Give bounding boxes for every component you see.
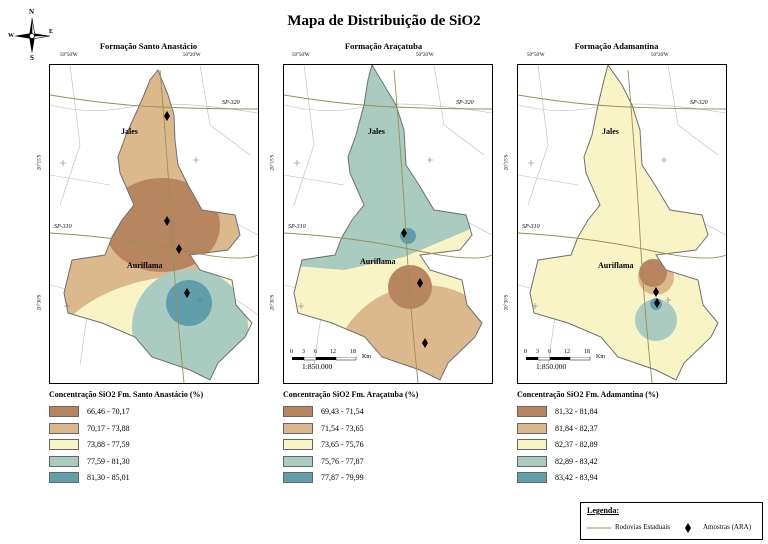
legend-title-adamantina: Concentração SiO2 Fm. Adamantina (%)	[517, 390, 659, 399]
coord-label: 20°30'S	[270, 294, 276, 311]
map-title: Mapa de Distribuição de SiO2	[287, 13, 481, 29]
legend-item: 77,87 - 79,99	[283, 471, 364, 484]
city-label-auriflama: Auriflama	[127, 261, 163, 270]
road-label-sp320: SP-320	[690, 100, 708, 106]
legend-item: 70,17 - 73,88	[49, 422, 130, 435]
legend-item: 73,88 - 77,59	[49, 438, 130, 451]
legend-item: 82,89 - 83,42	[517, 455, 598, 468]
compass-e: E	[49, 29, 54, 35]
map-panel-santo-anastacio: Jales Auriflama SP-320 SP-310	[49, 64, 259, 384]
scale-bar: 0 3 6 12 18 Km 1:850.000	[524, 349, 605, 371]
coord-label: 50°50'W	[527, 53, 545, 58]
compass-icon	[14, 17, 51, 54]
legend-sample-label: Amostras (ARA)	[703, 523, 752, 531]
compass-w: W	[8, 33, 14, 39]
city-label-auriflama: Auriflama	[598, 261, 634, 270]
legend-item: 71,54 - 73,65	[283, 422, 364, 435]
coord-label: 20°30'S	[504, 294, 510, 311]
city-label-jales: Jales	[368, 127, 385, 136]
legend-item: 83,42 - 83,94	[517, 471, 598, 484]
coord-label: 20°15'S	[504, 154, 510, 171]
legend-santo-anastacio: 66,46 - 70,17 70,17 - 73,88 73,88 - 77,5…	[49, 405, 130, 484]
coord-label: 50°50'W	[292, 53, 310, 58]
main-legend: Legenda: Rodovias Estaduais Amostras (AR…	[580, 502, 763, 540]
coord-label: 20°30'S	[37, 294, 43, 311]
scale-ratio: 1:850.000	[302, 362, 333, 371]
map-panel-adamantina: Jales Auriflama SP-320 SP-310 0 3 6 12 1…	[517, 64, 727, 384]
main-legend-title: Legenda:	[587, 506, 619, 515]
road-label-sp310: SP-310	[522, 224, 540, 230]
legend-item: 81,84 - 82,37	[517, 422, 598, 435]
scale-bar: 0 3 6 12 18 Km 1:850.000	[290, 349, 371, 371]
legend-item: 75,76 - 77,87	[283, 455, 364, 468]
panel-title-adamantina: Formação Adamantina	[574, 41, 659, 51]
compass-n: N	[29, 8, 35, 16]
road-label-sp320: SP-320	[456, 100, 474, 106]
legend-item: 81,32 - 81,84	[517, 405, 598, 418]
legend-item: 73,65 - 75,76	[283, 438, 364, 451]
sample-diamond-icon	[685, 523, 691, 533]
coord-label: 20°15'S	[37, 154, 43, 171]
legend-item: 82,37 - 82,89	[517, 438, 598, 451]
road-label-sp310: SP-310	[54, 224, 72, 230]
city-label-auriflama: Auriflama	[360, 257, 396, 266]
coord-label: 50°20'W	[651, 53, 669, 58]
legend-title-santo-anastacio: Concentração SiO2 Fm. Santo Anastácio (%…	[49, 390, 204, 399]
compass-rose: N S E W	[8, 8, 56, 62]
legend-item: 81,30 - 85,01	[49, 471, 130, 484]
legend-item: 66,46 - 70,17	[49, 405, 130, 418]
legend-aracatuba: 69,43 - 71,54 71,54 - 73,65 73,65 - 75,7…	[283, 405, 364, 484]
panel-title-aracatuba: Formação Araçatuba	[344, 41, 423, 51]
legend-item: 77,59 - 81,30	[49, 455, 130, 468]
scale-ratio: 1:850.000	[536, 362, 567, 371]
road-label-sp310: SP-310	[288, 224, 306, 230]
legend-item: 69,43 - 71,54	[283, 405, 364, 418]
coord-label: 20°15'S	[270, 154, 276, 171]
legend-title-aracatuba: Concentração SiO2 Fm. Araçatuba (%)	[283, 390, 419, 399]
city-label-jales: Jales	[602, 127, 619, 136]
panel-title-santo-anastacio: Formação Santo Anastácio	[99, 41, 198, 51]
legend-adamantina: 81,32 - 81,84 81,84 - 82,37 82,37 - 82,8…	[517, 405, 598, 484]
city-label-jales: Jales	[121, 127, 138, 136]
road-label-sp320: SP-320	[222, 100, 240, 106]
legend-road-label: Rodovias Estaduais	[615, 523, 671, 531]
map-panel-aracatuba: Jales Auriflama SP-320 SP-310 0 3 6 12 1…	[283, 64, 493, 384]
coord-label: 50°50'W	[60, 53, 78, 58]
compass-s: S	[30, 54, 34, 62]
coord-label: 50°20'W	[183, 53, 201, 58]
coord-label: 50°20'W	[416, 53, 434, 58]
